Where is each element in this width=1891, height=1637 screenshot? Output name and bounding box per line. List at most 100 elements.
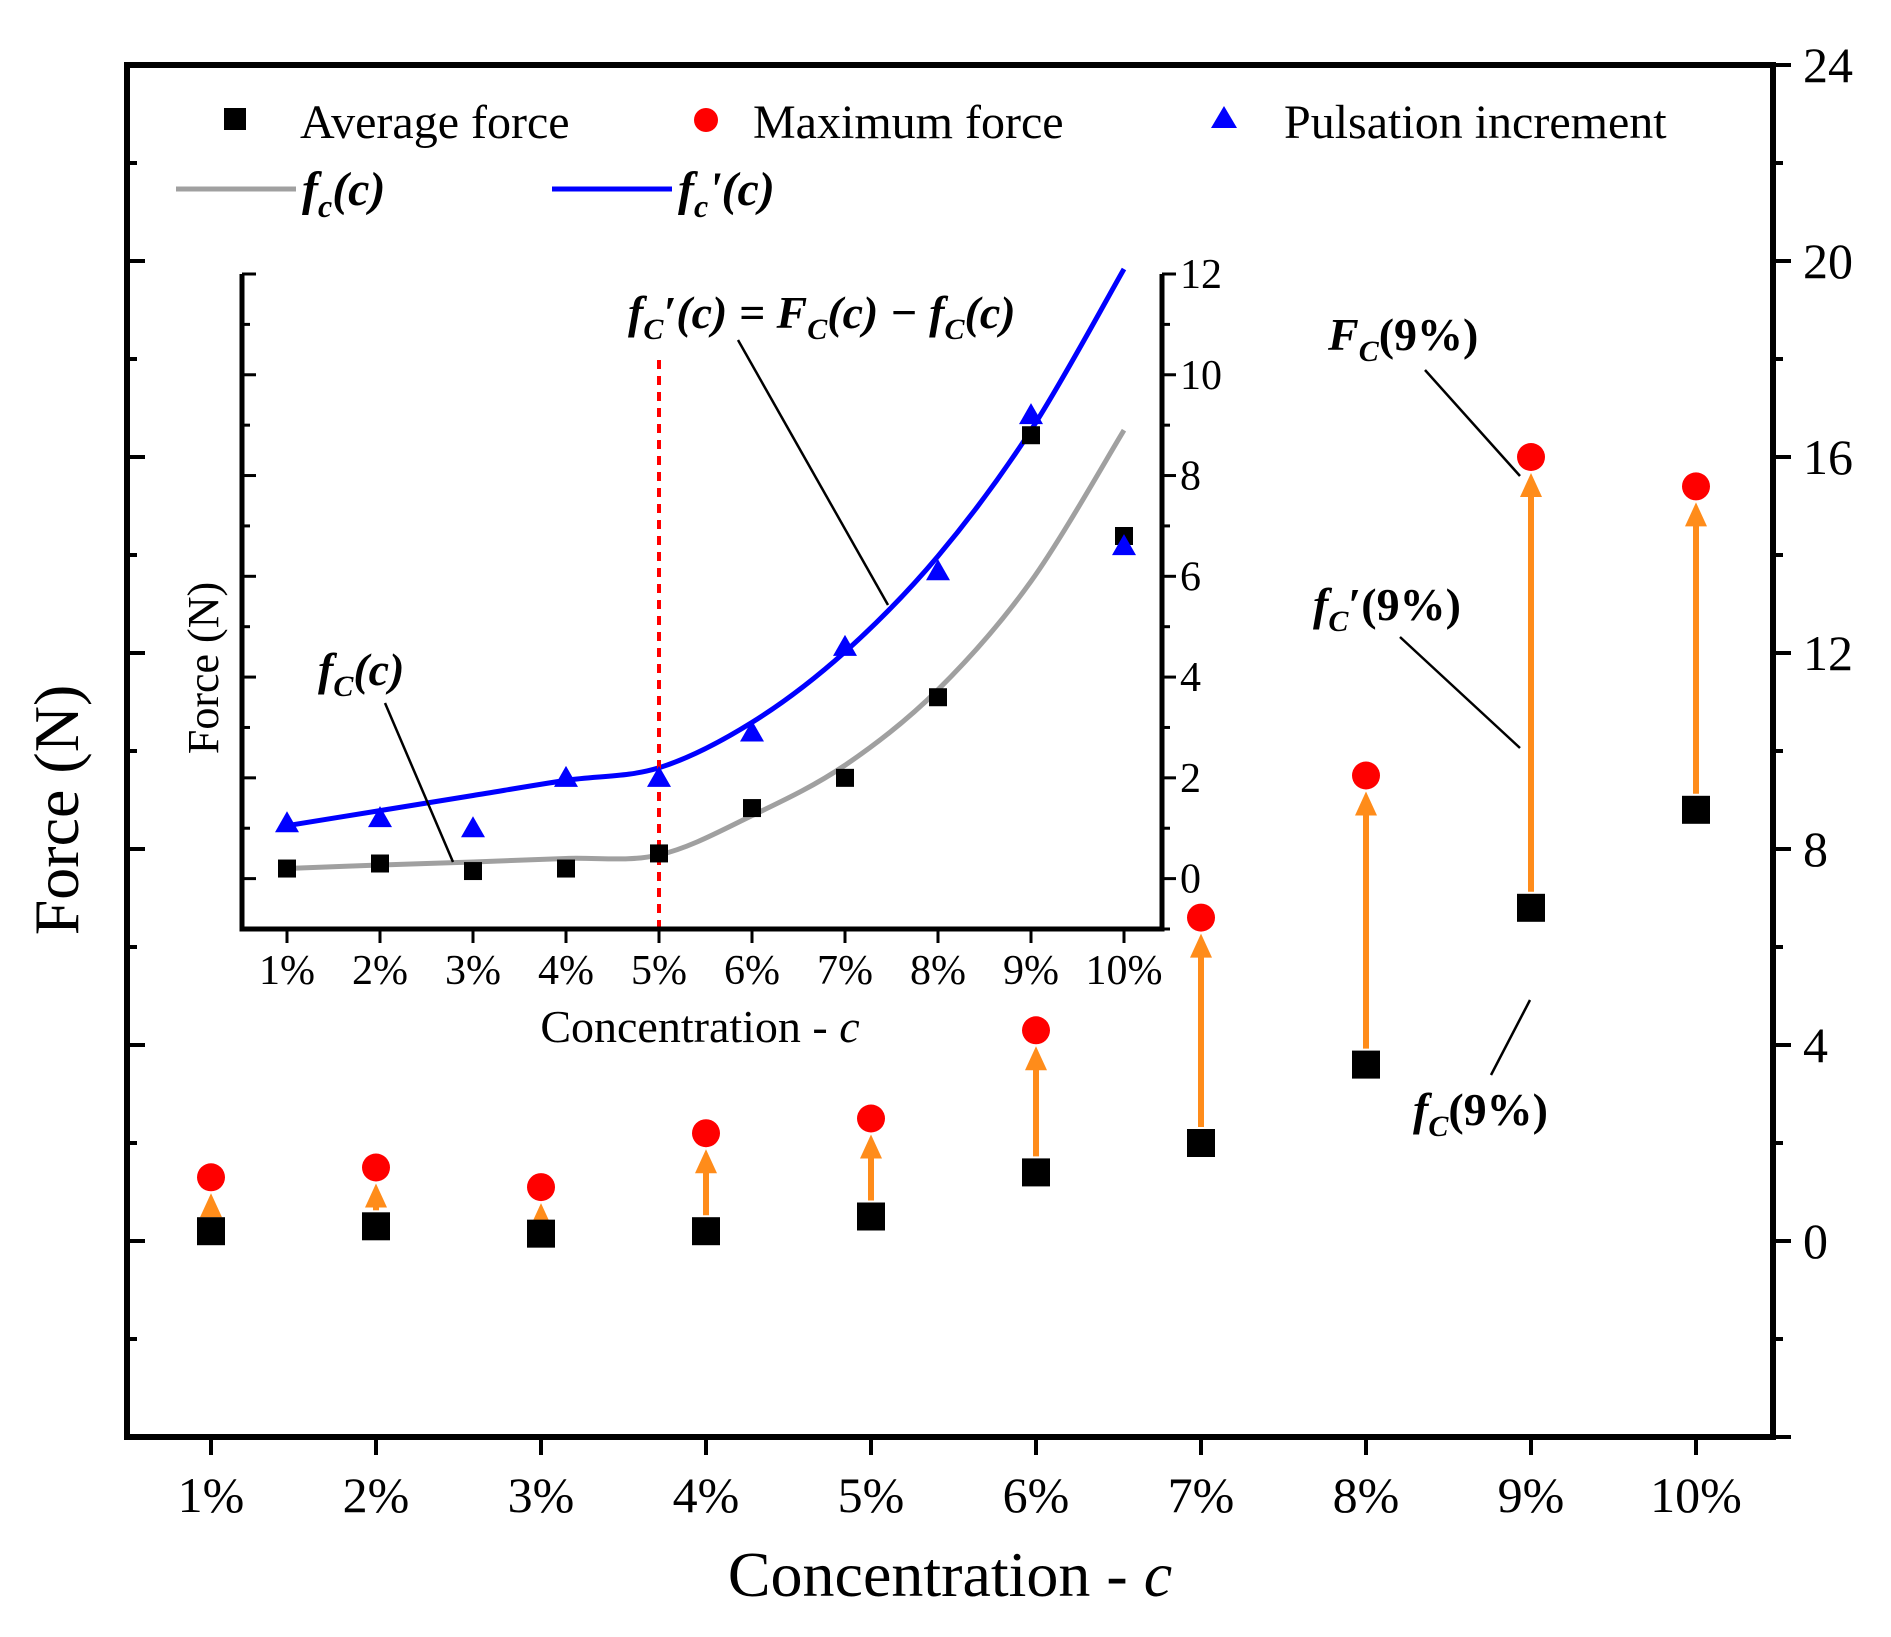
inset-pulsation-increment-point <box>1019 403 1043 425</box>
inset-y-axis-title: Force (N) <box>179 582 228 754</box>
main-maximum-force-point <box>1517 443 1545 471</box>
main-y-tick-label: 8 <box>1803 821 1828 877</box>
main-arrow-head <box>860 1134 882 1159</box>
inset-y-tick-label: 6 <box>1180 554 1201 600</box>
inset-pulsation-increment-point <box>368 806 392 828</box>
inset-x-axis-title: Concentration - c <box>540 1001 859 1052</box>
legend-label-fcprime: fc'(c) <box>678 163 775 224</box>
inset-x-tick-label: 4% <box>538 948 594 994</box>
inset-average-force-point <box>278 859 296 878</box>
main-arrow-head <box>1520 473 1542 497</box>
inset-fit-curve <box>286 428 1127 872</box>
inset-x-tick-label: 2% <box>352 948 408 994</box>
inset-x-tick-label: 5% <box>631 948 687 994</box>
inset-x-tick-label: 7% <box>817 948 873 994</box>
main-average-force-point <box>1022 1158 1050 1187</box>
inset-pulsation-increment-point <box>461 816 485 838</box>
inset-x-tick-label: 6% <box>724 948 780 994</box>
annotation-F9-leader <box>1424 369 1521 477</box>
main-maximum-force-point <box>197 1163 225 1192</box>
legend-label-maximum: Maximum force <box>753 96 1064 149</box>
main-arrow-head <box>1685 502 1707 527</box>
inset-average-force-point <box>1022 426 1040 445</box>
annotation-fprime9: fC′(9%) <box>1313 579 1461 638</box>
main-arrow-head <box>365 1183 387 1208</box>
main-y-tick-label: 12 <box>1803 625 1853 681</box>
main-x-tick-label: 9% <box>1498 1467 1565 1523</box>
main-average-force-point <box>1187 1129 1215 1157</box>
main-annotations: FC(9%) fC′(9%) fC(9%) <box>1313 309 1548 1143</box>
inset-fc-leader <box>383 702 455 863</box>
inset-x-tick-label: 1% <box>259 948 315 994</box>
inset-average-force-point <box>557 859 575 878</box>
inset-x-tick-label: 10% <box>1086 948 1163 994</box>
main-x-tick-label: 4% <box>673 1467 740 1523</box>
main-average-force-point <box>1517 893 1545 922</box>
inset-pulsation-increment-point <box>647 765 671 787</box>
main-maximum-force-point <box>1682 472 1710 501</box>
inset-average-force-point <box>836 768 854 787</box>
main-average-force-point <box>692 1217 720 1246</box>
legend: Average force Maximum force Pulsation in… <box>176 96 1667 224</box>
main-x-tick-label: 8% <box>1333 1467 1400 1523</box>
main-average-force-point <box>527 1219 555 1248</box>
legend-marker-average <box>224 108 246 130</box>
inset-pulsation-increment-point <box>1112 534 1136 556</box>
main-y-tick-label: 4 <box>1803 1017 1828 1073</box>
inset-x-tick-label: 8% <box>910 948 966 994</box>
main-average-force-point <box>362 1212 390 1241</box>
main-average-force-point <box>1352 1050 1380 1079</box>
main-x-tick-label: 5% <box>838 1467 905 1523</box>
inset-y-tick-label: 0 <box>1180 857 1201 903</box>
main-arrow-head <box>200 1193 222 1218</box>
main-x-tick-label: 6% <box>1003 1467 1070 1523</box>
main-arrows <box>200 473 1707 1228</box>
main-marks <box>197 443 1710 1248</box>
inset-average-force-point <box>371 854 389 873</box>
legend-marker-maximum <box>694 108 718 132</box>
inset-y-tick-label: 4 <box>1180 655 1201 701</box>
main-y-tick-label: 16 <box>1803 429 1853 485</box>
inset-fit-curves <box>286 267 1127 872</box>
inset-pulsation-increment-point <box>740 720 764 742</box>
inset-marks <box>275 403 1136 881</box>
main-maximum-force-point <box>1187 903 1215 932</box>
inset-y-tick-label: 12 <box>1180 252 1222 298</box>
main-x-tick-label: 1% <box>178 1467 245 1523</box>
main-arrow-head <box>695 1149 717 1174</box>
inset-fit-curve <box>286 267 1127 829</box>
legend-label-fc: fc(c) <box>302 163 385 224</box>
inset-frame <box>239 274 1165 932</box>
main-x-axis-title-text: Concentration - <box>728 1539 1144 1610</box>
main-y-axis-title: Force (N) <box>21 685 92 936</box>
inset-average-force-point <box>743 799 761 818</box>
inset-axis-ticks: 0 2 4 6 8 10 12 1% 2% 3% 4% 5% 6% 7% 8% 9% 10% <box>242 252 1222 994</box>
main-x-tick-label: 3% <box>508 1467 575 1523</box>
main-y-tick-label: 20 <box>1803 233 1853 289</box>
main-average-force-point <box>857 1202 885 1231</box>
inset-annotations: fC′(c) = FC(c) − fC(c) fC(c) <box>318 287 1016 863</box>
main-maximum-force-point <box>857 1104 885 1133</box>
main-x-tick-label: 7% <box>1168 1467 1235 1523</box>
inset-formula-label: fC′(c) = FC(c) − fC(c) <box>628 287 1016 346</box>
inset-x-tick-label: 3% <box>445 948 501 994</box>
main-x-tick-label: 2% <box>343 1467 410 1523</box>
legend-label-average: Average force <box>300 96 570 149</box>
inset-formula-leader <box>736 339 890 606</box>
annotation-fprime9-leader <box>1399 636 1521 749</box>
legend-label-pulsation: Pulsation increment <box>1284 96 1667 149</box>
main-maximum-force-point <box>692 1119 720 1148</box>
inset-pulsation-increment-point <box>554 765 578 787</box>
main-maximum-force-point <box>1352 761 1380 790</box>
annotation-f9-leader <box>1489 999 1532 1076</box>
legend-marker-pulsation <box>1211 106 1237 128</box>
main-maximum-force-point <box>362 1153 390 1182</box>
main-x-tick-label: 10% <box>1650 1467 1742 1523</box>
main-average-force-point <box>197 1217 225 1246</box>
main-x-axis-title-var: c <box>1144 1539 1172 1610</box>
main-maximum-force-point <box>527 1173 555 1202</box>
inset-pulsation-increment-point <box>275 811 299 833</box>
inset-average-force-point <box>929 688 947 707</box>
